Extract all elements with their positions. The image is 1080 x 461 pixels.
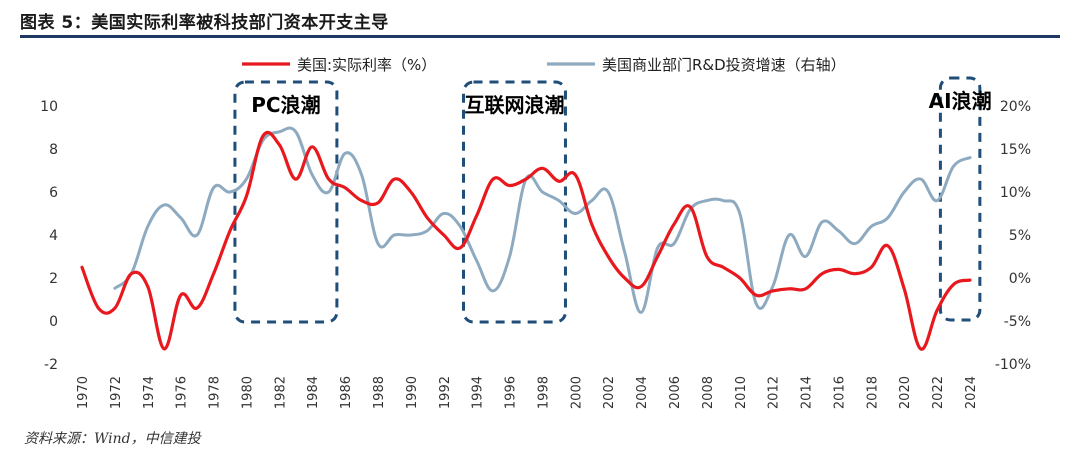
x-axis-ticks: 1970 1972 1974 1976 1978 1980 1982 1984 1986 1988… bbox=[76, 376, 979, 409]
x-tick-label: 1998 bbox=[536, 376, 551, 409]
left-y-tick-label: 2 bbox=[49, 271, 58, 287]
left-y-axis-ticks: -2 0 2 4 6 8 10 bbox=[40, 99, 58, 373]
legend-label-2: 美国商业部门R&D投资增速（右轴） bbox=[602, 56, 846, 74]
left-y-tick-label: -2 bbox=[44, 357, 58, 373]
left-y-tick-label: 4 bbox=[49, 228, 58, 244]
x-tick-label: 2002 bbox=[602, 376, 617, 409]
right-y-tick-label: -10% bbox=[995, 357, 1031, 373]
right-y-tick-label: 0% bbox=[1009, 271, 1031, 287]
right-y-tick-label: 5% bbox=[1009, 228, 1031, 244]
x-tick-label: 1988 bbox=[372, 376, 387, 409]
series-line-2 bbox=[113, 126, 972, 314]
x-tick-label: 1978 bbox=[208, 376, 223, 409]
x-tick-label: 1992 bbox=[438, 376, 453, 409]
x-tick-label: 1970 bbox=[76, 376, 91, 409]
x-tick-label: 1982 bbox=[273, 376, 288, 409]
x-tick-label: 1996 bbox=[504, 376, 519, 409]
x-tick-label: 2024 bbox=[964, 376, 979, 409]
x-tick-label: 2012 bbox=[767, 376, 782, 409]
left-y-tick-label: 0 bbox=[49, 314, 58, 330]
x-tick-label: 2018 bbox=[865, 376, 880, 409]
title-divider bbox=[20, 35, 1060, 38]
annotation-box-2 bbox=[462, 80, 567, 324]
x-tick-label: 2004 bbox=[635, 376, 650, 409]
left-y-tick-label: 8 bbox=[49, 142, 58, 158]
left-y-tick-label: 6 bbox=[49, 185, 58, 201]
left-y-tick-label: 10 bbox=[40, 99, 58, 115]
series-layer bbox=[80, 126, 972, 351]
right-y-tick-label: -5% bbox=[1004, 314, 1031, 330]
right-y-tick-label: 10% bbox=[1000, 185, 1031, 201]
legend: 美国:实际利率（%） 美国商业部门R&D投资增速（右轴） bbox=[242, 56, 846, 74]
right-y-axis-ticks: -10% -5% 0% 5% 10% 15% 20% bbox=[995, 99, 1031, 373]
source-note: 资料来源：Wind，中信建投 bbox=[24, 431, 201, 447]
annotation-label-1: PC浪潮 bbox=[251, 93, 320, 117]
x-tick-label: 1984 bbox=[306, 376, 321, 409]
x-tick-label: 2022 bbox=[931, 376, 946, 409]
x-tick-label: 2006 bbox=[668, 376, 683, 409]
annotation-box-3 bbox=[938, 76, 982, 322]
annotation-layer: PC浪潮 互联网浪潮 AI浪潮 bbox=[233, 76, 992, 324]
x-tick-label: 2020 bbox=[898, 376, 913, 409]
right-y-tick-label: 20% bbox=[1000, 99, 1031, 115]
x-tick-label: 1974 bbox=[142, 376, 157, 409]
annotation-label-2: 互联网浪潮 bbox=[464, 93, 564, 117]
x-tick-label: 1986 bbox=[339, 376, 354, 409]
annotation-label-3: AI浪潮 bbox=[929, 89, 992, 113]
x-tick-label: 1972 bbox=[109, 376, 124, 409]
series-line-1 bbox=[80, 130, 972, 351]
x-tick-label: 2016 bbox=[832, 376, 847, 409]
x-tick-label: 2008 bbox=[701, 376, 716, 409]
right-y-tick-label: 15% bbox=[1000, 142, 1031, 158]
legend-label-1: 美国:实际利率（%） bbox=[297, 56, 436, 74]
x-tick-label: 1976 bbox=[175, 376, 190, 409]
x-tick-label: 1980 bbox=[240, 376, 255, 409]
x-tick-label: 1990 bbox=[405, 376, 420, 409]
figure-title: 图表 5：美国实际利率被科技部门资本开支主导 bbox=[20, 13, 389, 33]
x-tick-label: 2010 bbox=[734, 376, 749, 409]
x-tick-label: 1994 bbox=[471, 376, 486, 409]
x-tick-label: 2000 bbox=[569, 376, 584, 409]
annotation-box-1 bbox=[233, 80, 339, 324]
x-tick-label: 2014 bbox=[800, 376, 815, 409]
